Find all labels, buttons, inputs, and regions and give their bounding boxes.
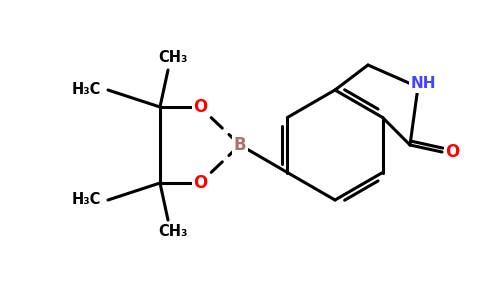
Text: NH: NH [410,76,436,92]
Text: CH₃: CH₃ [158,50,188,65]
Text: H₃C: H₃C [71,82,101,98]
Text: B: B [234,136,246,154]
Text: CH₃: CH₃ [158,224,188,239]
Text: O: O [193,98,207,116]
Text: O: O [193,174,207,192]
Text: H₃C: H₃C [71,193,101,208]
Text: O: O [445,143,459,161]
